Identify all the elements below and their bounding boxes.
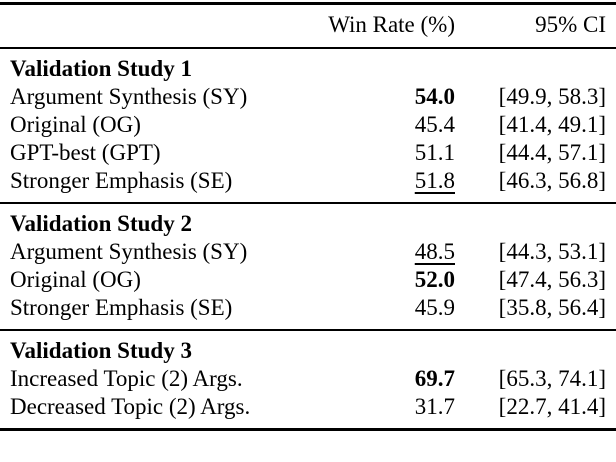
table-row: Decreased Topic (2) Args. 31.7 [22.7, 41… [0, 393, 616, 430]
row-label: Argument Synthesis (SY) [10, 84, 248, 109]
section-title: Validation Study 1 [0, 47, 616, 83]
win-rate-value: 69.7 [414, 366, 455, 391]
section-title-row: Validation Study 3 [0, 329, 616, 365]
ci-value: [22.7, 41.4] [498, 394, 606, 419]
ci-value: [46.3, 56.8] [498, 168, 606, 193]
row-label: Stronger Emphasis (SE) [10, 295, 233, 320]
table-row: GPT-best (GPT) 51.1 [44.4, 57.1] [0, 139, 616, 167]
win-rate-value: 51.8 [414, 168, 455, 193]
ci-value: [44.3, 53.1] [498, 239, 606, 264]
section-validation-study-3: Validation Study 3 Increased Topic (2) A… [0, 329, 616, 430]
row-label: Original (OG) [10, 112, 141, 137]
table-row: Argument Synthesis (SY) 54.0 [49.9, 58.3… [0, 83, 616, 111]
win-rate-value: 45.9 [414, 295, 455, 320]
table-row: Original (OG) 45.4 [41.4, 49.1] [0, 111, 616, 139]
table-row: Increased Topic (2) Args. 69.7 [65.3, 74… [0, 365, 616, 393]
table-row: Stronger Emphasis (SE) 51.8 [46.3, 56.8] [0, 167, 616, 203]
win-rate-value: 45.4 [414, 112, 455, 137]
ci-value: [49.9, 58.3] [498, 84, 606, 109]
win-rate-value: 52.0 [414, 267, 455, 292]
win-rate-value: 48.5 [414, 239, 455, 264]
column-header-label [0, 4, 315, 49]
section-title: Validation Study 2 [0, 202, 616, 238]
section-validation-study-1: Validation Study 1 Argument Synthesis (S… [0, 47, 616, 203]
ci-value: [47.4, 56.3] [498, 267, 606, 292]
row-label: Original (OG) [10, 267, 141, 292]
win-rate-value: 54.0 [414, 84, 455, 109]
section-title: Validation Study 3 [0, 329, 616, 365]
row-label: GPT-best (GPT) [10, 140, 161, 165]
section-title-row: Validation Study 2 [0, 202, 616, 238]
section-validation-study-2: Validation Study 2 Argument Synthesis (S… [0, 202, 616, 330]
win-rate-value: 51.1 [414, 140, 455, 165]
table-header-row: Win Rate (%) 95% CI [0, 4, 616, 49]
row-label: Stronger Emphasis (SE) [10, 168, 233, 193]
table-row: Original (OG) 52.0 [47.4, 56.3] [0, 266, 616, 294]
column-header-ci: 95% CI [535, 12, 606, 37]
column-header-win-rate: Win Rate (%) [328, 12, 455, 37]
win-rate-value: 31.7 [414, 394, 455, 419]
ci-value: [35.8, 56.4] [498, 295, 606, 320]
row-label: Argument Synthesis (SY) [10, 239, 248, 264]
ci-value: [65.3, 74.1] [498, 366, 606, 391]
table-row: Argument Synthesis (SY) 48.5 [44.3, 53.1… [0, 238, 616, 266]
results-table: Win Rate (%) 95% CI Validation Study 1 A… [0, 2, 616, 431]
row-label: Increased Topic (2) Args. [10, 366, 243, 391]
ci-value: [44.4, 57.1] [498, 140, 606, 165]
row-label: Decreased Topic (2) Args. [10, 394, 251, 419]
table-header: Win Rate (%) 95% CI [0, 4, 616, 49]
ci-value: [41.4, 49.1] [498, 112, 606, 137]
table-row: Stronger Emphasis (SE) 45.9 [35.8, 56.4] [0, 294, 616, 330]
section-title-row: Validation Study 1 [0, 47, 616, 83]
